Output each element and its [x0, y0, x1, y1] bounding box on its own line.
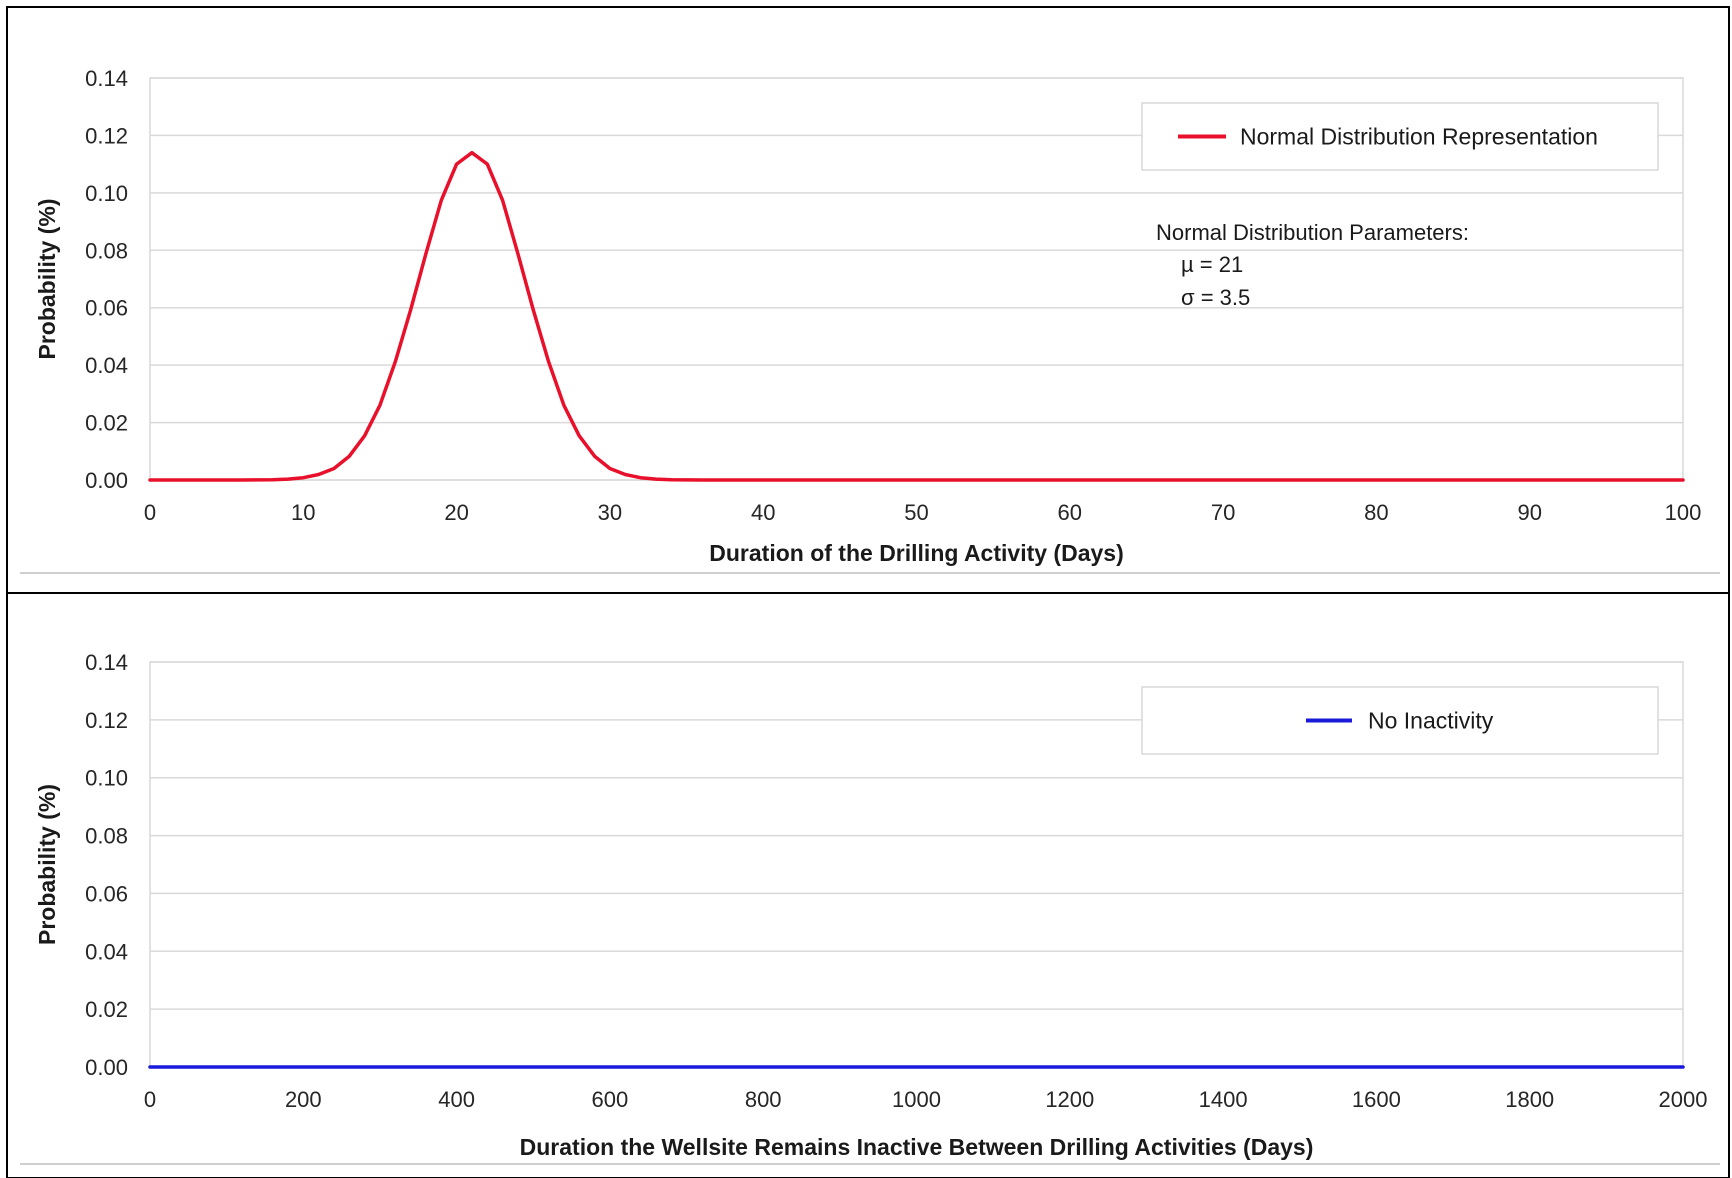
x-tick-label: 2000 [1659, 1087, 1708, 1112]
x-tick-label: 200 [285, 1087, 322, 1112]
legend-label-no-inactivity: No Inactivity [1368, 708, 1494, 734]
x-tick-label: 600 [592, 1087, 629, 1112]
chart-panel-inactive-duration: 0.00 0.02 0.04 0.06 0.08 0.10 0.12 0.14 0 200 400… [6, 592, 1730, 1178]
annotation-sigma: σ = 3.5 [1181, 285, 1250, 310]
y-tick-label: 0.06 [85, 296, 128, 321]
y-tick-label: 0.04 [85, 939, 128, 964]
x-axis-title: Duration the Wellsite Remains Inactive B… [520, 1134, 1314, 1160]
x-tick-label: 0 [144, 1087, 156, 1112]
y-axis-title: Probability (%) [34, 784, 60, 945]
y-tick-label: 0.06 [85, 881, 128, 906]
x-tick-label: 1600 [1352, 1087, 1401, 1112]
x-tick-label: 800 [745, 1087, 782, 1112]
x-tick-label: 100 [1665, 500, 1702, 525]
y-tick-label: 0.02 [85, 997, 128, 1022]
y-tick-label: 0.08 [85, 824, 128, 849]
x-tick-label: 80 [1364, 500, 1388, 525]
x-tick-label: 1400 [1199, 1087, 1248, 1112]
legend-box [1141, 102, 1659, 171]
x-tick-label: 0 [144, 500, 156, 525]
x-tick-label: 50 [904, 500, 928, 525]
legend: No Inactivity [1141, 686, 1659, 755]
distribution-parameters-annotation: Normal Distribution Parameters: µ = 21 σ… [1156, 220, 1469, 310]
x-tick-label: 1000 [892, 1087, 941, 1112]
chart-panel-drilling-duration: 0.00 0.02 0.04 0.06 0.08 0.10 0.12 0.14 0 10 20 30… [6, 6, 1730, 594]
y-tick-label: 0.10 [85, 766, 128, 791]
y-tick-label: 0.14 [85, 650, 128, 675]
y-tick-label: 0.12 [85, 123, 128, 148]
x-tick-label: 40 [751, 500, 775, 525]
x-tick-label: 60 [1058, 500, 1082, 525]
x-tick-label: 1800 [1505, 1087, 1554, 1112]
legend: Normal Distribution Representation [1141, 102, 1659, 171]
x-tick-label: 30 [598, 500, 622, 525]
legend-box [1141, 686, 1659, 755]
y-tick-label: 0.04 [85, 353, 128, 378]
panel-frame [6, 6, 1730, 594]
y-tick-labels: 0.00 0.02 0.04 0.06 0.08 0.10 0.12 0.14 [85, 650, 128, 1080]
legend-label-normal-distribution: Normal Distribution Representation [1240, 124, 1598, 150]
annotation-mu: µ = 21 [1181, 252, 1243, 277]
y-tick-label: 0.14 [85, 66, 128, 91]
y-tick-label: 0.02 [85, 411, 128, 436]
y-tick-label: 0.00 [85, 1055, 128, 1080]
y-axis-title: Probability (%) [34, 198, 60, 359]
x-tick-label: 90 [1517, 500, 1541, 525]
y-tick-label: 0.10 [85, 181, 128, 206]
x-tick-label: 70 [1211, 500, 1235, 525]
y-tick-labels: 0.00 0.02 0.04 0.06 0.08 0.10 0.12 0.14 [85, 66, 128, 493]
x-axis-title: Duration of the Drilling Activity (Days) [709, 540, 1123, 566]
x-tick-label: 400 [438, 1087, 475, 1112]
y-tick-label: 0.08 [85, 238, 128, 263]
y-tick-label: 0.12 [85, 708, 128, 733]
x-tick-label: 10 [291, 500, 315, 525]
x-tick-labels: 0 10 20 30 40 50 60 70 80 90 100 [144, 500, 1701, 525]
x-tick-label: 1200 [1045, 1087, 1094, 1112]
series-layer [148, 150, 1685, 482]
x-tick-label: 20 [444, 500, 468, 525]
series-line [148, 150, 1685, 482]
x-tick-labels: 0 200 400 600 800 1000 1200 1400 1600 1800 2000 [144, 1087, 1708, 1112]
annotation-heading: Normal Distribution Parameters: [1156, 220, 1469, 245]
y-tick-label: 0.00 [85, 468, 128, 493]
panel-frame [6, 592, 1730, 1178]
